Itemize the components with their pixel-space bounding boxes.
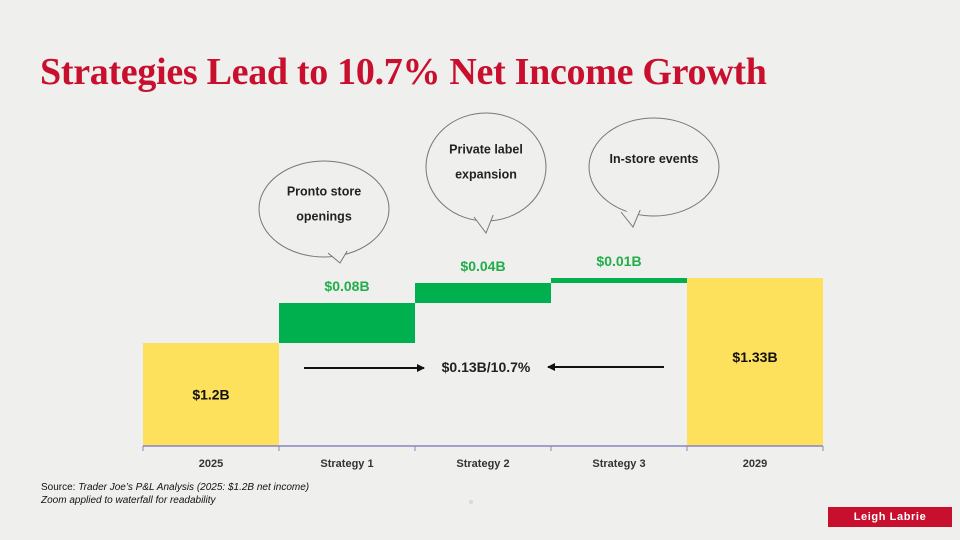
data-label-strategy-1: $0.08B [324, 278, 369, 294]
callout-text: In-store events [610, 152, 699, 166]
callout-text: openings [296, 210, 352, 224]
speech-bubble-tail [473, 214, 494, 235]
bar-strategy-2 [415, 283, 551, 303]
bar-strategy-1 [279, 303, 415, 343]
speech-bubble [588, 117, 720, 217]
callout-text: Pronto store [287, 185, 361, 199]
speech-bubble [258, 160, 390, 258]
callout-strategy-3: In-store events [588, 117, 720, 228]
tick-label-2025: 2025 [199, 458, 223, 470]
tick-label-strategy-1: Strategy 1 [320, 458, 373, 470]
source-prefix: Source: [41, 482, 79, 493]
callout-text: expansion [455, 168, 517, 182]
data-label-2025: $1.2B [192, 387, 229, 403]
zoom-note: Zoom applied to waterfall for readabilit… [41, 495, 216, 506]
source-text: Trader Joe’s P&L Analysis (2025: $1.2B n… [78, 482, 310, 493]
callout-strategy-1: Pronto store openings [258, 160, 390, 264]
growth-annotation: $0.13B/10.7% [442, 359, 531, 375]
tick-label-strategy-2: Strategy 2 [456, 458, 509, 470]
bar-strategy-3 [551, 278, 687, 283]
speech-bubble-tail [620, 209, 641, 228]
slide-title: Strategies Lead to 10.7% Net Income Grow… [40, 51, 767, 93]
tick-label-2029: 2029 [743, 458, 767, 470]
speech-bubble-tail [327, 250, 348, 264]
tick-label-strategy-3: Strategy 3 [592, 458, 645, 470]
data-label-strategy-2: $0.04B [460, 258, 505, 274]
page-indicator [469, 500, 473, 504]
data-label-strategy-3: $0.01B [596, 253, 641, 269]
source-note: Source: Trader Joe’s P&L Analysis (2025:… [41, 481, 309, 507]
callout-strategy-2: Private label expansion [425, 112, 547, 235]
data-label-2029: $1.33B [732, 349, 777, 365]
bar-2029 [687, 278, 823, 446]
bar-2025 [143, 343, 279, 446]
brand-badge: Leigh Labrie [828, 507, 952, 527]
callout-text: Private label [449, 143, 523, 157]
